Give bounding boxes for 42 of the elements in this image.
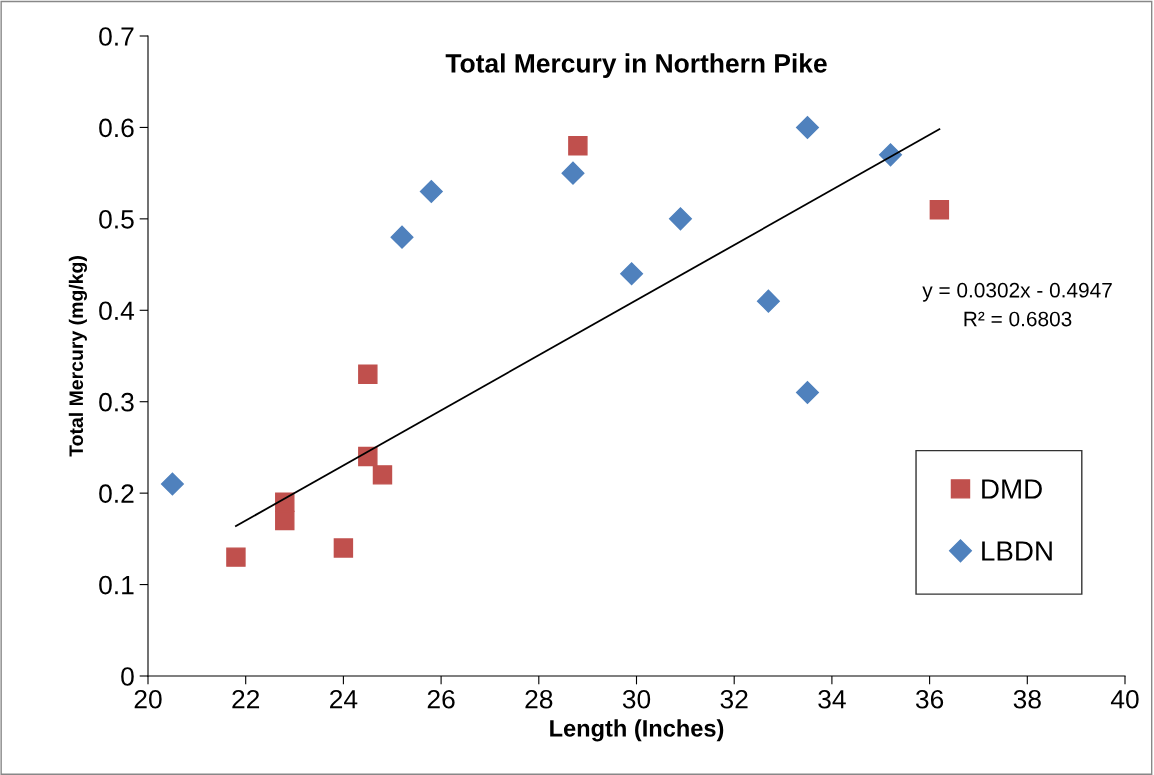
x-tick-label: 36 <box>915 689 944 709</box>
x-tick-label: 30 <box>622 689 651 709</box>
x-tick-label: 26 <box>427 689 455 709</box>
x-axis-title: Length (Inches) <box>550 719 724 742</box>
y-tick-label: 0.4 <box>99 301 135 321</box>
x-tick-label: 24 <box>330 689 358 709</box>
point <box>275 510 295 531</box>
annotation: R² = 0.6803 <box>964 311 1072 327</box>
point <box>795 381 819 405</box>
point <box>756 289 780 313</box>
point <box>226 547 246 567</box>
point <box>561 161 585 185</box>
point <box>358 364 378 385</box>
x-tick-label: 32 <box>720 689 748 709</box>
point <box>390 225 414 249</box>
point <box>795 115 819 139</box>
x-tick-label: 38 <box>1013 689 1041 709</box>
y-tick-label: 0.5 <box>99 209 134 229</box>
legend-label: LBDN <box>982 541 1052 561</box>
annotation: y = 0.0302x - 0.4947 <box>922 282 1112 302</box>
x-tick-label: 22 <box>232 689 260 709</box>
legend-label: DMD <box>982 479 1042 499</box>
point <box>568 135 588 156</box>
x-tick-label: 40 <box>1110 689 1139 709</box>
x-tick-label: 34 <box>818 689 846 709</box>
y-tick-label: 0.2 <box>99 484 134 503</box>
y-axis-title: Total Mercury (mg/kg) <box>68 256 88 457</box>
x-tick-label: 28 <box>525 689 553 709</box>
y-tick-label: 0.3 <box>99 392 134 412</box>
point <box>668 207 692 231</box>
point <box>929 199 950 220</box>
point <box>160 472 184 496</box>
point <box>620 262 644 286</box>
point <box>333 538 354 558</box>
y-tick-label: 0.6 <box>99 118 134 138</box>
y-tick-label: 0.7 <box>99 27 134 46</box>
text: Total Mercury in Northern Pike <box>445 53 827 78</box>
x-tick-label: 20 <box>134 689 162 709</box>
point <box>372 465 393 485</box>
y-tick-label: 0 <box>121 667 134 686</box>
point <box>419 179 443 203</box>
y-tick-label: 0.1 <box>99 575 134 595</box>
